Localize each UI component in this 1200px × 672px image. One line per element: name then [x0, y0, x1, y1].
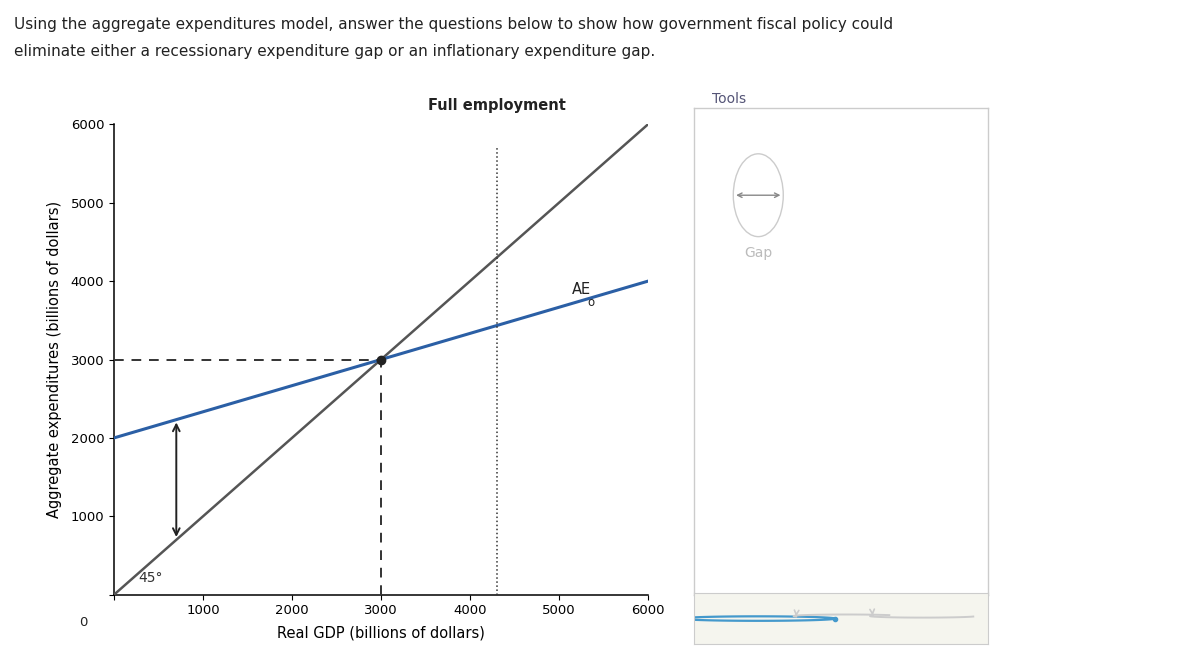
Circle shape [733, 154, 784, 237]
Text: Tools: Tools [712, 92, 745, 106]
Y-axis label: Aggregate expenditures (billions of dollars): Aggregate expenditures (billions of doll… [47, 201, 62, 518]
Text: o: o [587, 296, 594, 310]
Text: AE: AE [572, 282, 592, 297]
Text: 0: 0 [79, 616, 88, 629]
Text: eliminate either a recessionary expenditure gap or an inflationary expenditure g: eliminate either a recessionary expendit… [14, 44, 655, 58]
X-axis label: Real GDP (billions of dollars): Real GDP (billions of dollars) [277, 626, 485, 641]
Text: Gap: Gap [744, 247, 773, 260]
Text: 45°: 45° [138, 571, 162, 585]
Text: Using the aggregate expenditures model, answer the questions below to show how g: Using the aggregate expenditures model, … [14, 17, 894, 32]
Text: Full employment: Full employment [427, 97, 565, 113]
